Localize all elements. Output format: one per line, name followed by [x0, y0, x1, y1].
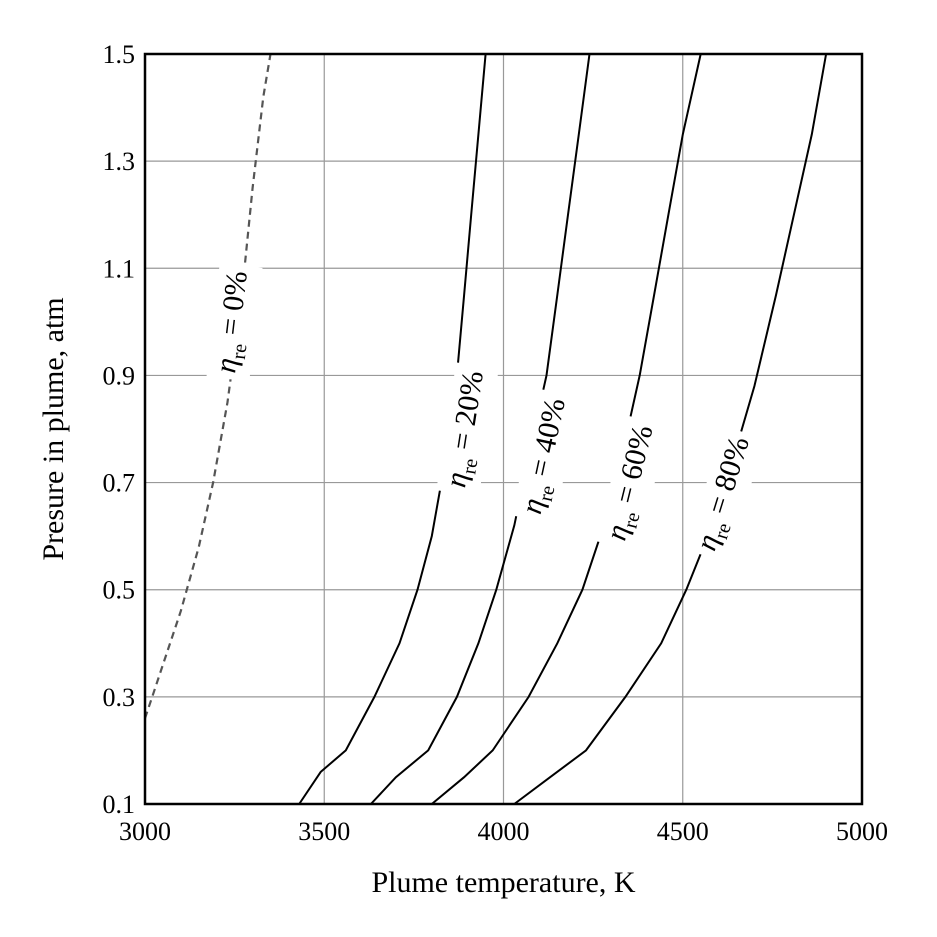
y-tick-label: 0.3 — [103, 683, 136, 712]
label-subscript: re — [620, 510, 645, 530]
x-tick-label: 4000 — [478, 817, 530, 846]
series-label-text: ηre = 0% — [209, 269, 260, 375]
x-tick-labels: 3000 3500 4000 4500 5000 — [119, 817, 888, 846]
x-tick-label: 4500 — [657, 817, 709, 846]
y-tick-label: 0.7 — [103, 469, 136, 498]
y-tick-label: 0.9 — [103, 361, 136, 390]
eta-symbol: η — [209, 356, 244, 375]
label-subscript: re — [458, 457, 482, 476]
curve-labels: ηre = 0% ηre = 20%ηre = 40% ηre = 60% ηre =… — [206, 262, 766, 563]
series-label-bg — [511, 388, 581, 525]
eta-symbol: η — [439, 470, 474, 490]
series-label-bg — [596, 415, 669, 552]
series-label-text: ηre = 60% — [599, 422, 665, 545]
series-label-bg — [436, 362, 499, 497]
plot-frame — [143, 52, 864, 806]
x-tick-label: 3000 — [119, 817, 171, 846]
x-tick-label: 3500 — [298, 817, 350, 846]
y-axis-title: Presure in plume, atm — [37, 297, 70, 560]
y-tick-label: 0.1 — [103, 790, 136, 819]
series-label-1: ηre = 20% — [436, 362, 499, 497]
y-tick-label: 1.5 — [103, 40, 136, 69]
series-label-3: ηre = 60% — [596, 415, 669, 552]
series-label-4: ηre = 80% — [685, 426, 766, 563]
grid — [144, 53, 863, 805]
y-tick-label: 0.5 — [103, 576, 136, 605]
series-label-0: ηre = 0% — [206, 262, 263, 382]
y-tick-label: 1.1 — [103, 254, 136, 283]
y-tick-label: 1.3 — [103, 147, 136, 176]
x-tick-label: 5000 — [836, 817, 888, 846]
label-subscript: re — [228, 342, 252, 360]
series-label-bg — [685, 426, 766, 563]
series-line-1 — [298, 53, 487, 805]
x-axis-title: Plume temperature, K — [371, 866, 635, 899]
eta-symbol: η — [515, 495, 550, 516]
series-line-2 — [370, 53, 591, 805]
series-label-bg — [206, 262, 263, 382]
series-label-text: ηre = 80% — [689, 433, 761, 557]
label-subscript: re — [535, 483, 560, 503]
label-subscript: re — [710, 520, 736, 541]
y-tick-labels: 0.1 0.3 0.5 0.7 0.9 1.1 1.3 1.5 — [103, 40, 136, 819]
series-line-0 — [143, 53, 272, 719]
series-label-2: ηre = 40% — [511, 388, 581, 525]
